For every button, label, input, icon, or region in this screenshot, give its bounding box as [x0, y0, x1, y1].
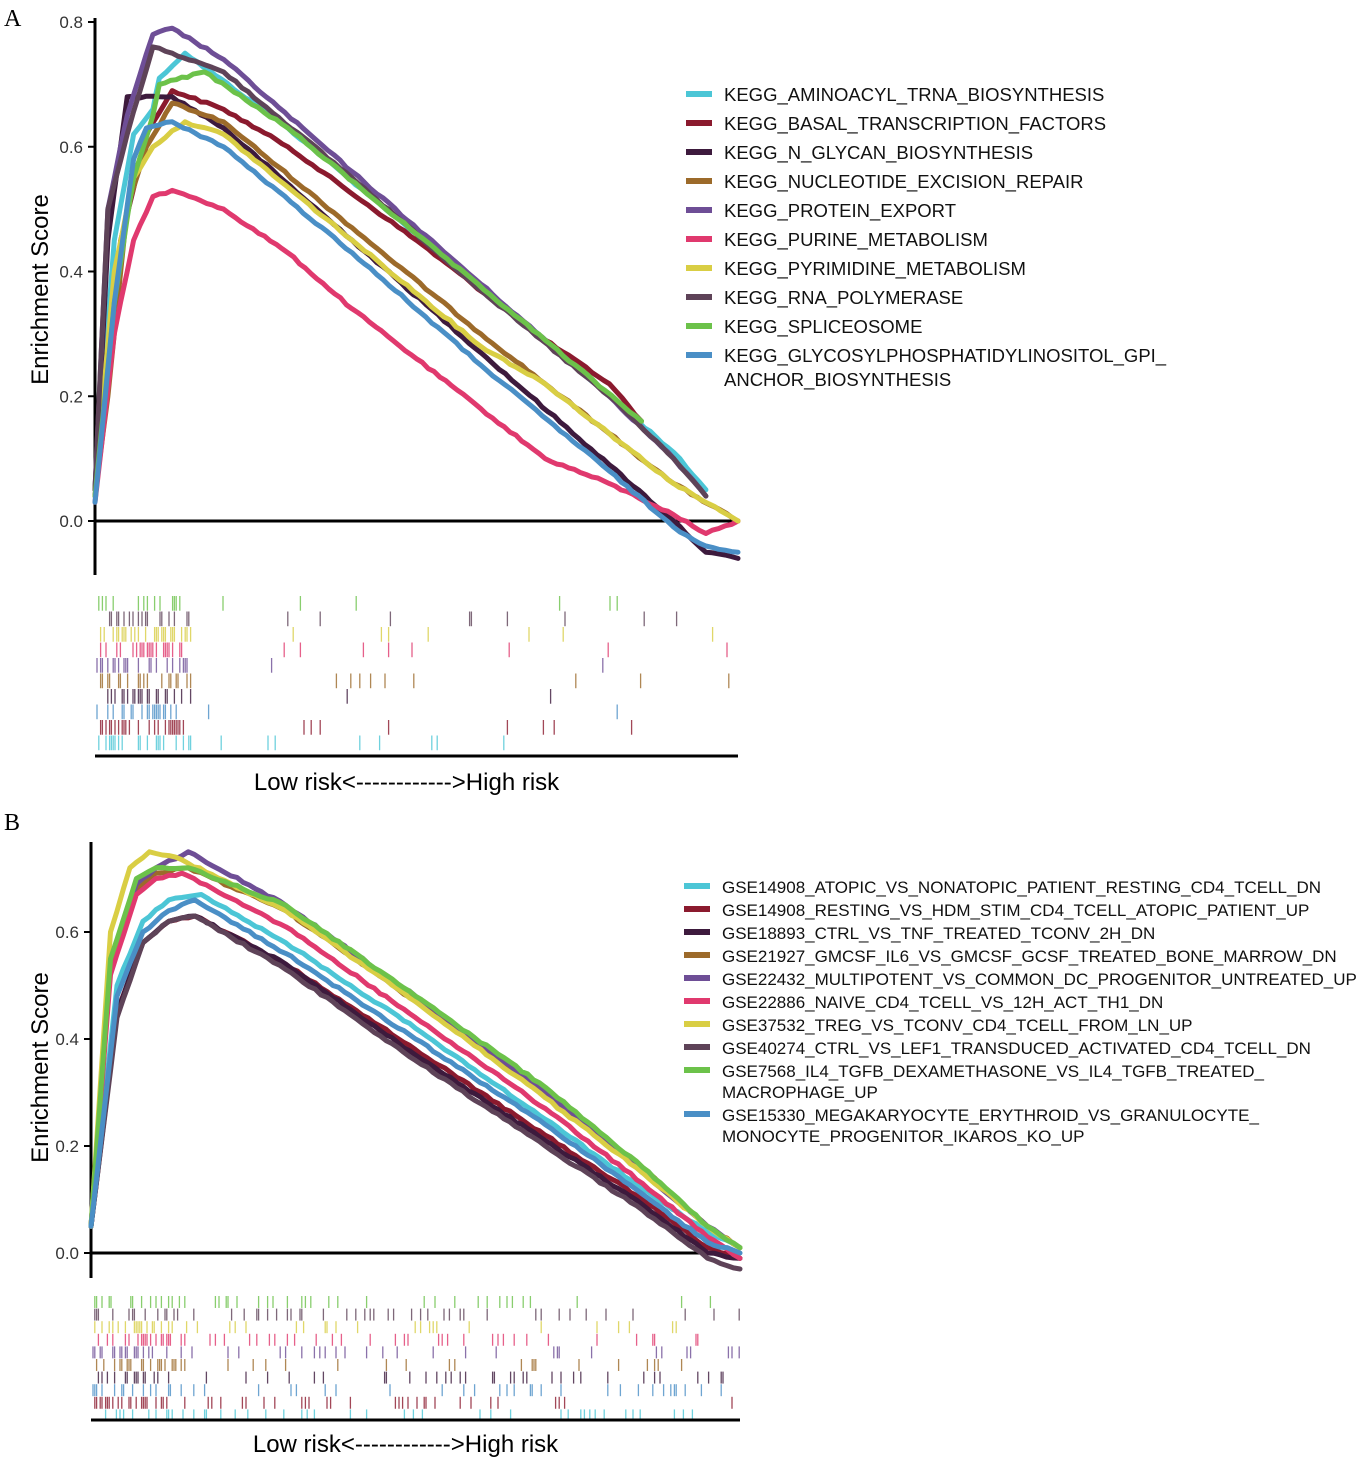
legend-label: GSE22432_MULTIPOTENT_VS_COMMON_DC_PROGEN…: [722, 970, 1357, 989]
y-axis-label: Enrichment Score: [27, 194, 54, 385]
y-tick-label: 0.0: [55, 1244, 79, 1263]
legend-label: GSE37532_TREG_VS_TCONV_CD4_TCELL_FROM_LN…: [722, 1016, 1193, 1035]
legend-label: KEGG_RNA_POLYMERASE: [724, 287, 963, 309]
legend-label: ANCHOR_BIOSYNTHESIS: [724, 369, 951, 391]
legend-label: GSE15330_MEGAKARYOCYTE_ERYTHROID_VS_GRAN…: [722, 1106, 1259, 1125]
y-axis-label: Enrichment Score: [27, 972, 54, 1163]
legend-label: GSE14908_ATOPIC_VS_NONATOPIC_PATIENT_RES…: [722, 878, 1321, 897]
legend-label: KEGG_N_GLYCAN_BIOSYNTHESIS: [724, 142, 1033, 164]
legend: KEGG_AMINOACYL_TRNA_BIOSYNTHESIS KEGG_BAS…: [686, 84, 1167, 391]
es-line: [88, 870, 743, 1261]
es-line: [92, 69, 644, 499]
legend-label: KEGG_GLYCOSYLPHOSPHATIDYLINOSITOL_GPI_: [724, 345, 1167, 367]
es-line: [92, 187, 741, 536]
es-line: [92, 50, 709, 493]
legend-label: KEGG_SPLICEOSOME: [724, 316, 922, 338]
legend-label: GSE14908_RESTING_VS_HDM_STIM_CD4_TCELL_A…: [722, 901, 1309, 920]
x-axis-label: Low risk<------------>High risk: [253, 1431, 559, 1458]
y-tick-label: 0.0: [59, 512, 83, 531]
legend-label: KEGG_PROTEIN_EXPORT: [724, 200, 956, 222]
es-line: [88, 892, 743, 1251]
gene-hit-rug: [92, 1296, 740, 1422]
legend-label: KEGG_AMINOACYL_TRNA_BIOSYNTHESIS: [724, 84, 1104, 106]
y-tick-label: 0.4: [59, 263, 83, 282]
legend-label: GSE18893_CTRL_VS_TNF_TREATED_TCONV_2H_DN: [722, 924, 1155, 943]
es-line: [88, 865, 743, 1251]
y-tick-label: 0.8: [59, 13, 83, 32]
panel-a: A 0.0 0.2 0.4 0.6 0.8 Enrichment Score Low risk…: [4, 6, 1167, 796]
gene-hit-rug: [96, 596, 730, 751]
legend-label: KEGG_BASAL_TRANSCRIPTION_FACTORS: [724, 113, 1106, 135]
legend-label: MONOCYTE_PROGENITOR_IKAROS_KO_UP: [722, 1127, 1084, 1146]
y-tick-label: 0.6: [59, 138, 83, 157]
y-tick-label: 0.6: [55, 923, 79, 942]
es-line: [88, 897, 743, 1256]
legend-label: GSE40274_CTRL_VS_LEF1_TRANSDUCED_ACTIVAT…: [722, 1039, 1311, 1058]
panel-label: B: [4, 810, 20, 836]
es-line: [92, 119, 741, 555]
es-line: [88, 913, 743, 1261]
y-tick-label: 0.2: [59, 387, 83, 406]
panel-label: A: [4, 6, 22, 32]
legend-label: GSE21927_GMCSF_IL6_VS_GMCSF_GCSF_TREATED…: [722, 947, 1337, 966]
legend-label: GSE7568_IL4_TGFB_DEXAMETHASONE_VS_IL4_TG…: [722, 1062, 1265, 1081]
es-line: [92, 44, 709, 499]
es-line: [92, 93, 741, 561]
legend-label: MACROPHAGE_UP: [722, 1083, 878, 1102]
legend-label: KEGG_NUCLEOTIDE_EXCISION_REPAIR: [724, 171, 1083, 193]
y-tick-label: 0.4: [55, 1030, 79, 1049]
y-tick-label: 0.2: [55, 1137, 79, 1156]
es-line: [92, 119, 741, 524]
legend: GSE14908_ATOPIC_VS_NONATOPIC_PATIENT_RES…: [684, 878, 1357, 1146]
es-line: [92, 88, 644, 499]
x-axis-label: Low risk<------------>High risk: [254, 769, 560, 796]
es-line: [88, 913, 743, 1272]
legend-label: KEGG_PURINE_METABOLISM: [724, 229, 988, 251]
legend-label: KEGG_PYRIMIDINE_METABOLISM: [724, 258, 1026, 280]
legend-label: GSE22886_NAIVE_CD4_TCELL_VS_12H_ACT_TH1_…: [722, 993, 1163, 1012]
panel-b: B 0.0 0.2 0.4 0.6 Enrichment Score Low risk<--…: [4, 810, 1357, 1458]
